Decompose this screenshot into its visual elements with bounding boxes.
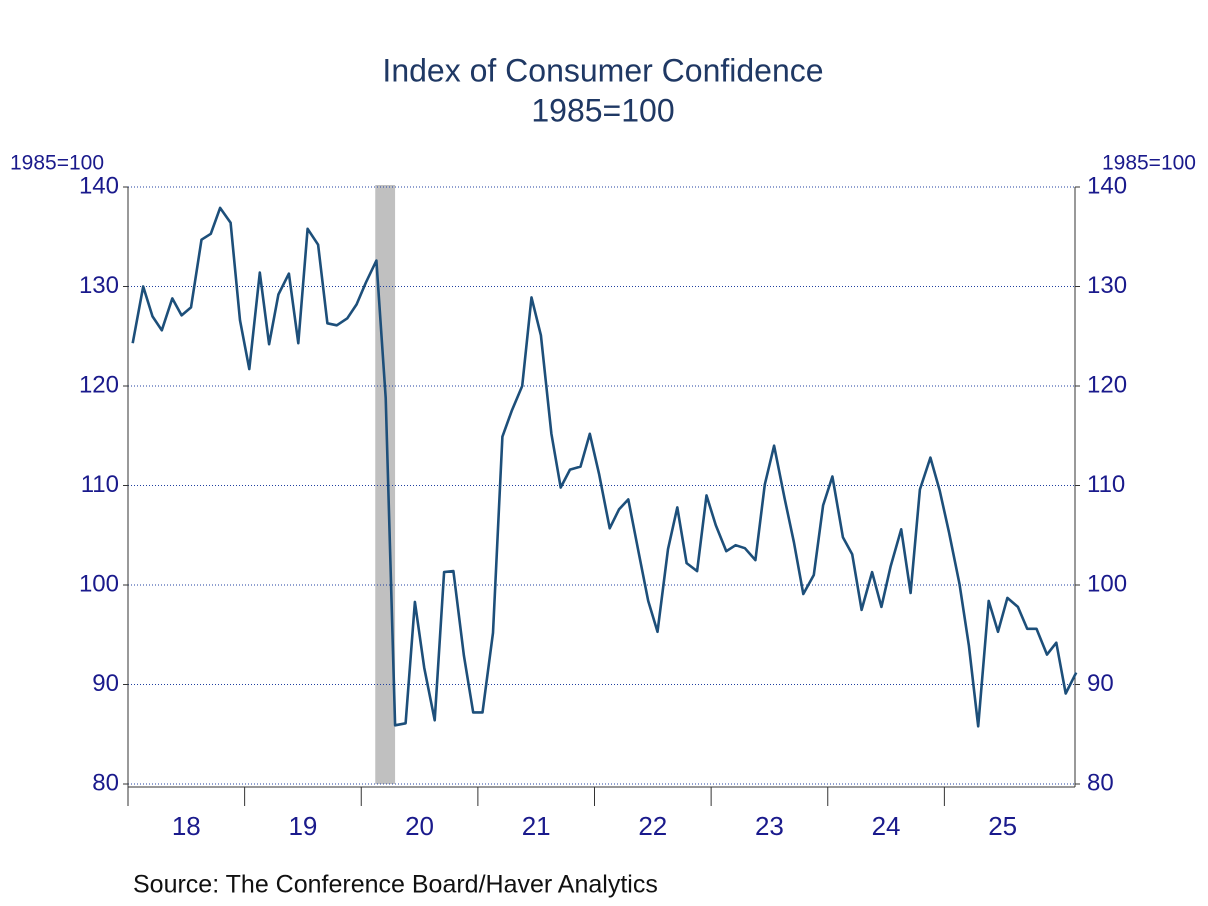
x-tick-label: 18 (172, 811, 201, 841)
x-tick-label: 20 (405, 811, 434, 841)
chart-subtitle: 1985=100 (531, 92, 674, 128)
y-tick-label: 80 (92, 769, 119, 796)
y-tick-label: 140 (79, 172, 119, 199)
y2-axis-label: 1985=100 (1102, 152, 1196, 175)
y2-tick-label: 100 (1087, 570, 1127, 597)
chart-title: Index of Consumer Confidence (382, 52, 823, 88)
x-tick-label: 25 (988, 811, 1017, 841)
y2-tick-label: 140 (1087, 172, 1127, 199)
x-tick-label: 24 (872, 811, 901, 841)
y-tick-label: 120 (79, 371, 119, 398)
y-tick-label: 100 (79, 570, 119, 597)
data-line (131, 206, 1078, 728)
y2-tick-label: 110 (1087, 471, 1125, 498)
y-tick-label: 130 (79, 272, 119, 299)
x-tick-label: 21 (522, 811, 551, 841)
y2-tick-label: 120 (1087, 371, 1127, 398)
y-axis-label: 1985=100 (10, 152, 104, 175)
x-tick-label: 19 (288, 811, 317, 841)
y2-tick-label: 90 (1087, 670, 1114, 697)
y-tick-label: 90 (92, 670, 119, 697)
x-tick-label: 23 (755, 811, 784, 841)
y-tick-label: 110 (81, 471, 119, 498)
y2-tick-label: 80 (1087, 769, 1114, 796)
y2-tick-label: 130 (1087, 272, 1127, 299)
x-tick-label: 22 (638, 811, 667, 841)
source-note: Source: The Conference Board/Haver Analy… (133, 871, 658, 899)
